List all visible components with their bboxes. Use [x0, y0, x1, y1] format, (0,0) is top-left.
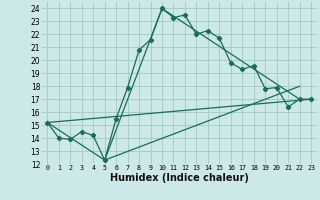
X-axis label: Humidex (Indice chaleur): Humidex (Indice chaleur) — [110, 173, 249, 183]
